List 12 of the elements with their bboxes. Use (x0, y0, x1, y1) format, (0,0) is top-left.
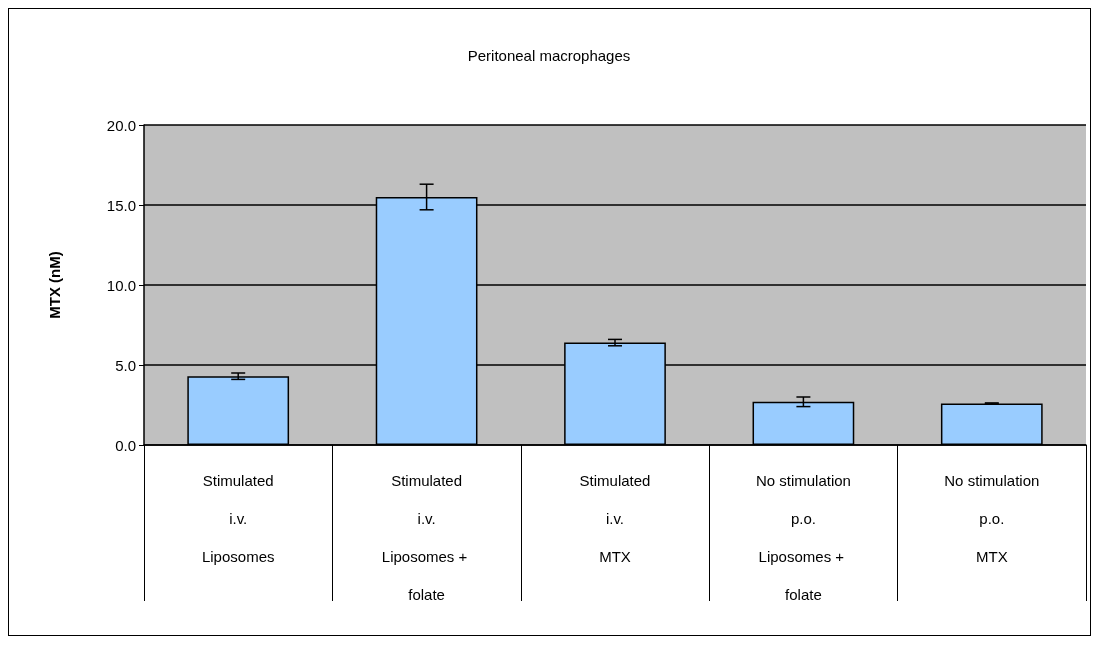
y-axis-title: MTX (nM) (46, 251, 63, 319)
y-tick-label: 0.0 (115, 436, 136, 454)
category-label: Stimulated i.v. Liposomes + folate (381, 471, 468, 603)
category-label: No stimulation p.o. MTX (944, 471, 1040, 565)
y-tick-label: 15.0 (106, 196, 136, 214)
y-tick-label: 10.0 (106, 276, 136, 294)
category-label: Stimulated i.v. Liposomes (201, 471, 275, 565)
y-tick-label: 5.0 (115, 356, 136, 374)
category-label: No stimulation p.o. Liposomes + folate (755, 471, 851, 603)
y-tick-label: 20.0 (106, 116, 136, 134)
category-label: Stimulated i.v. MTX (579, 471, 651, 565)
chart-title: Peritoneal macrophages (467, 47, 631, 64)
